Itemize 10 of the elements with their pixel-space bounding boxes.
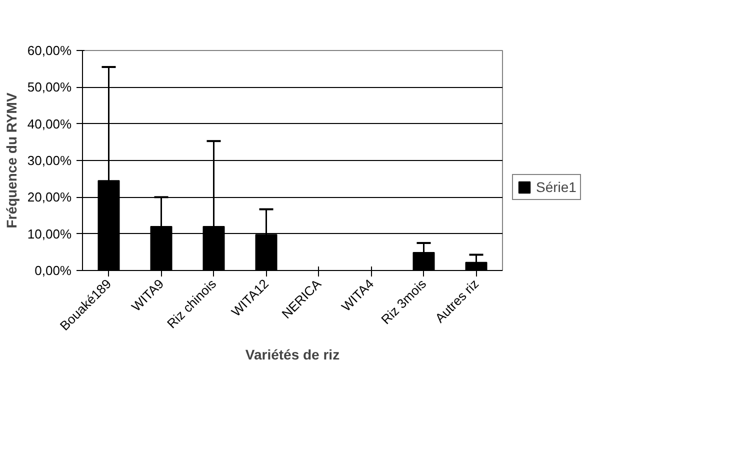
x-axis-title: Variétés de riz (245, 346, 340, 363)
y-tick-label: 20,00% (27, 190, 72, 205)
y-axis-title: Fréquence du RYMV (3, 92, 20, 228)
legend-label: Série1 (536, 179, 576, 195)
y-tick-label: 60,00% (27, 43, 72, 58)
y-tick-label: 40,00% (27, 116, 72, 132)
y-tick-label: 50,00% (27, 80, 72, 95)
y-tick-label: 10,00% (27, 226, 72, 242)
y-tick-label: 30,00% (27, 153, 72, 168)
y-tick-label: 0,00% (34, 263, 72, 278)
